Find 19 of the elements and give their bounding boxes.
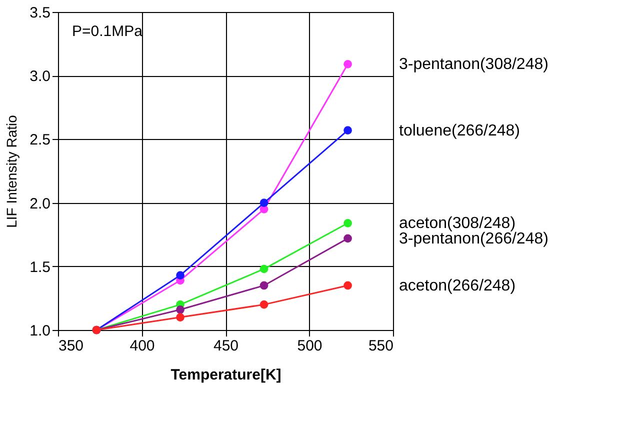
text: toluene(266/248) [399, 122, 520, 140]
x-tick-label: 500 [297, 338, 322, 354]
y-tick-label: 2.0 [30, 195, 50, 212]
x-tick-label: 400 [130, 338, 155, 354]
y-tick-label: 1.5 [30, 258, 50, 276]
text: 3-pentanon(308/248) [399, 56, 548, 74]
x-tick-label: 350 [58, 338, 84, 354]
annotation: P=0.1MPa [72, 23, 144, 40]
x-tick-label: 550 [368, 338, 394, 354]
y-tick-label: 3.5 [30, 4, 50, 22]
x-tick-label: 450 [213, 338, 239, 354]
y-tick-label: 3.0 [30, 68, 50, 86]
y-axis-title: LIF Intensity Ratio [4, 114, 20, 228]
y-tick-label: 2.5 [30, 132, 50, 149]
text: aceton(308/248) [399, 215, 516, 232]
text: aceton(266/248) [399, 277, 516, 294]
y-tick-label: 1.0 [30, 322, 50, 340]
text: 3-pentanon(266/248) [399, 230, 548, 248]
x-axis-title: Temperature[K] [170, 366, 282, 384]
